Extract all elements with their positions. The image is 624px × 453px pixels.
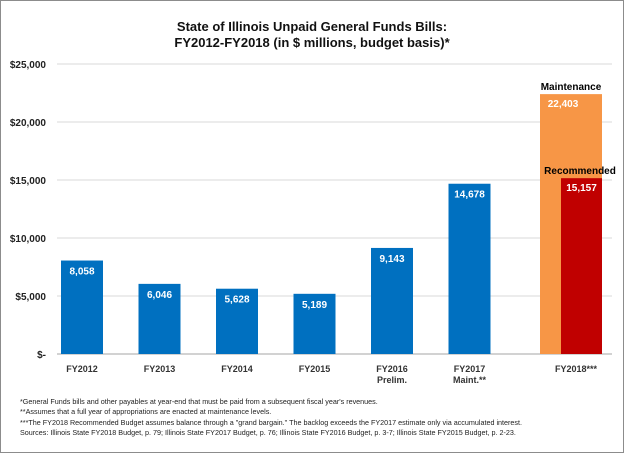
footnote-3: ***The FY2018 Recommended Budget assumes… bbox=[20, 417, 523, 427]
chart-title-line2: FY2012-FY2018 (in $ millions, budget bas… bbox=[174, 35, 450, 50]
bar-fy2018-recommended bbox=[561, 178, 602, 354]
y-tick-label: $10,000 bbox=[10, 234, 47, 245]
chart-title-line1: State of Illinois Unpaid General Funds B… bbox=[176, 19, 448, 34]
x-tick-label: FY2017 bbox=[454, 364, 486, 374]
bar-chart: $- $5,000 $10,000 $15,000 $20,000 $25,000 8,05… bbox=[10, 60, 616, 385]
x-tick-label: FY2015 bbox=[299, 364, 331, 374]
x-tick-sublabel: Prelim. bbox=[377, 375, 407, 385]
bar-value-label: 22,403 bbox=[548, 99, 579, 110]
bar-value-label: 5,628 bbox=[224, 295, 249, 306]
bar-value-label: 14,678 bbox=[454, 190, 485, 201]
bar-fy2017 bbox=[448, 183, 491, 354]
footnote-1: *General Funds bills and other payables … bbox=[20, 397, 378, 406]
bar-fy2016 bbox=[371, 247, 413, 354]
footnotes: *General Funds bills and other payables … bbox=[20, 397, 620, 438]
y-tick-label: $20,000 bbox=[10, 118, 47, 129]
y-tick-label: $15,000 bbox=[10, 176, 47, 187]
y-tick-label: $5,000 bbox=[15, 292, 46, 303]
x-tick-sublabel: Maint.** bbox=[453, 375, 487, 385]
bar-fy2014 bbox=[216, 288, 258, 354]
x-tick-label: FY2016 bbox=[376, 364, 408, 374]
bar-fy2012 bbox=[61, 260, 103, 354]
bar-value-label: 15,157 bbox=[566, 183, 597, 194]
footnote-2: **Assumes that a full year of appropriat… bbox=[20, 407, 272, 417]
x-tick-label: FY2012 bbox=[66, 364, 98, 374]
footnote-4: Sources: Illinois State FY2018 Budget, p… bbox=[20, 427, 516, 437]
x-tick-label: FY2013 bbox=[144, 364, 176, 374]
bar-fy2013 bbox=[138, 283, 181, 354]
y-tick-label: $- bbox=[37, 350, 46, 361]
bar-value-label: 5,189 bbox=[302, 300, 327, 311]
series-label-maintenance: Maintenance bbox=[541, 82, 602, 93]
bar-value-label: 8,058 bbox=[69, 267, 94, 278]
x-tick-label: FY2018*** bbox=[555, 364, 598, 374]
bar-value-label: 6,046 bbox=[147, 290, 172, 301]
bar-value-label: 9,143 bbox=[379, 254, 404, 265]
x-tick-label: FY2014 bbox=[221, 364, 253, 374]
series-label-recommended: Recommended bbox=[544, 166, 616, 177]
bar-fy2015 bbox=[293, 293, 336, 354]
y-tick-label: $25,000 bbox=[10, 60, 47, 71]
